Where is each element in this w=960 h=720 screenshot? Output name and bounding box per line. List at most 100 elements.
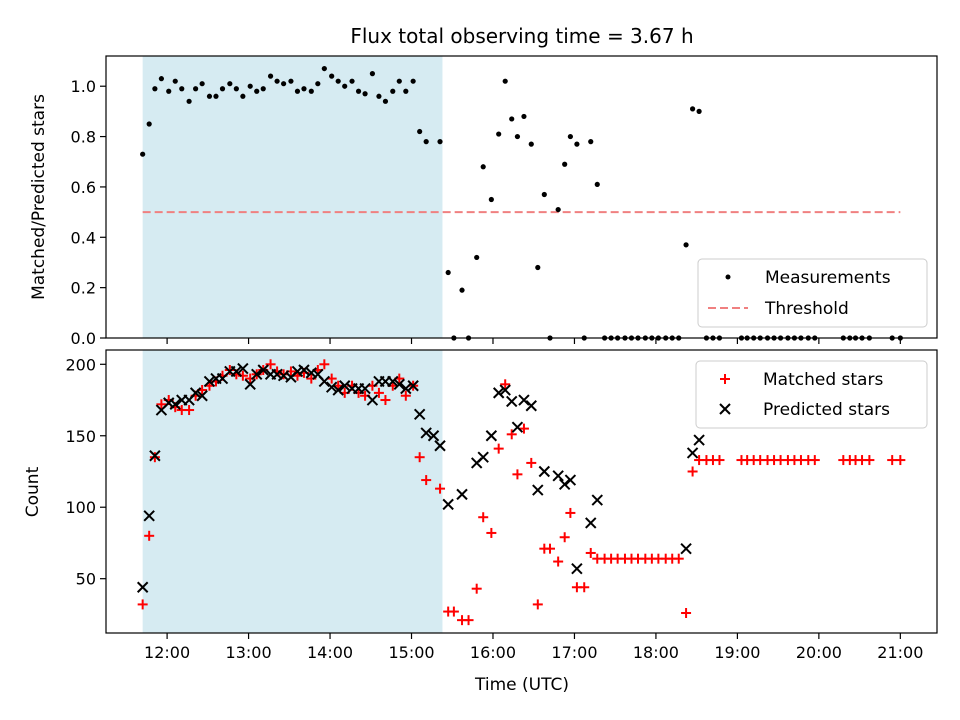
matched-point — [864, 455, 875, 466]
measurement-point — [567, 133, 573, 140]
matched-point — [435, 483, 446, 494]
measurement-point — [172, 78, 178, 84]
measurement-point — [281, 81, 287, 87]
predicted-point — [485, 430, 498, 442]
matched-point — [585, 547, 596, 558]
predicted-point — [686, 447, 699, 459]
matched-point — [373, 387, 384, 398]
legend-matched-marker — [720, 374, 730, 384]
bottom-y-axis-label: Count — [23, 466, 43, 517]
predicted-point — [257, 364, 269, 376]
measurement-point — [219, 86, 226, 92]
bottom-observing-span — [142, 350, 443, 633]
predicted-point — [203, 375, 216, 388]
predicted-point — [564, 474, 577, 486]
measurement-point — [541, 191, 547, 198]
measurement-point — [260, 86, 266, 92]
top-plot-area — [140, 56, 903, 341]
measurement-point — [315, 81, 321, 87]
matched-point — [532, 599, 543, 610]
measurement-point — [233, 86, 239, 92]
measurement-point — [140, 151, 146, 157]
matched-point — [500, 379, 511, 390]
matched-point — [137, 599, 148, 610]
matched-point — [545, 543, 556, 554]
predicted-point — [393, 378, 406, 391]
measurement-point — [459, 287, 465, 293]
matched-point — [486, 527, 497, 538]
predicted-point — [518, 394, 530, 406]
predicted-point — [366, 394, 379, 406]
top-legend-box — [697, 258, 928, 328]
measurement-point — [342, 83, 348, 89]
predicted-point — [318, 375, 331, 388]
predicted-point — [244, 378, 256, 391]
xtick-label: 19:00 — [714, 643, 760, 662]
predicted-point — [325, 381, 338, 393]
bottom-ytick-label: 50 — [76, 570, 96, 589]
xtick-label: 12:00 — [144, 643, 190, 662]
predicted-point — [499, 384, 511, 396]
measurement-point — [437, 139, 443, 145]
matched-point — [565, 507, 576, 518]
xtick-label: 15:00 — [388, 643, 434, 662]
bottom-ytick-label: 100 — [65, 498, 96, 517]
measurement-point — [403, 88, 409, 94]
top-legend: Measurements Threshold — [697, 258, 928, 328]
measurement-point — [158, 76, 164, 82]
measurement-point — [186, 98, 192, 104]
matched-point — [156, 399, 167, 410]
matched-point — [448, 606, 459, 617]
measurement-point — [562, 161, 568, 167]
predicted-point — [585, 517, 597, 529]
chart-title: Flux total observing time = 3.67 h — [350, 24, 693, 48]
top-ytick-label: 0.2 — [71, 279, 96, 298]
matched-point — [553, 556, 564, 567]
measurement-point — [683, 242, 689, 248]
top-ytick-label: 0.6 — [71, 178, 96, 197]
measurement-point — [308, 88, 314, 94]
measurement-point — [502, 78, 508, 84]
predicted-point — [237, 362, 249, 375]
measurement-point — [335, 78, 341, 84]
matched-point — [895, 455, 906, 466]
measurement-point — [254, 88, 260, 94]
matched-point — [493, 443, 504, 454]
matched-point — [149, 452, 160, 463]
measurement-point — [445, 269, 451, 276]
matched-point — [809, 455, 820, 466]
matched-point — [463, 615, 474, 626]
predicted-point — [359, 382, 371, 395]
measurement-point — [382, 98, 389, 104]
predicted-point — [558, 478, 571, 491]
bottom-ytick-label: 200 — [65, 355, 96, 374]
measurement-point — [396, 78, 402, 84]
measurement-point — [390, 88, 396, 94]
predicted-point — [538, 465, 551, 478]
measurement-point — [514, 133, 521, 140]
matched-point — [184, 405, 195, 416]
bottom-panel: 50 100 150 200 12:00 13:00 14:00 15:00 16:00 17:0… — [23, 349, 938, 695]
matched-point — [559, 532, 570, 543]
bottom-plot-area — [136, 350, 906, 633]
measurement-point — [179, 86, 185, 92]
predicted-point — [400, 382, 412, 395]
predicted-point — [456, 488, 468, 501]
measurement-point — [193, 86, 199, 92]
matched-point — [512, 469, 523, 480]
predicted-point — [149, 450, 161, 462]
measurement-point — [689, 106, 696, 112]
measurement-point — [152, 86, 158, 92]
measurement-point — [594, 181, 600, 188]
legend-threshold-label: Threshold — [764, 299, 849, 319]
predicted-point — [492, 387, 505, 399]
top-frame — [105, 55, 938, 339]
predicted-point — [136, 581, 149, 593]
xtick-label: 20:00 — [796, 643, 842, 662]
matched-point — [506, 429, 517, 440]
matched-point — [471, 583, 482, 594]
measurement-point — [410, 78, 416, 84]
measurement-point — [376, 93, 382, 99]
legend-measurements-marker — [725, 274, 731, 280]
predicted-point — [298, 364, 310, 376]
